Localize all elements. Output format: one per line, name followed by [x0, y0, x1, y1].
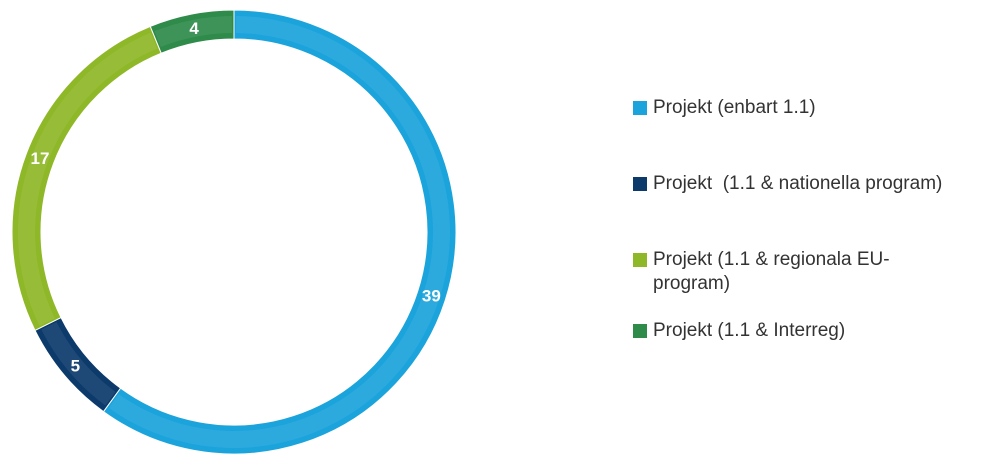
legend-label-regionala: Projekt (1.1 & regionala EU- program): [653, 249, 890, 294]
legend-swatch-regionala: [633, 253, 647, 267]
donut-value-label-enbart: 39: [422, 287, 441, 306]
legend-swatch-nationella: [633, 177, 647, 191]
donut-slice-enbart: [102, 9, 457, 455]
donut-value-label-regionala: 17: [31, 149, 50, 168]
donut-slices: [11, 9, 457, 455]
donut-slice-highlight-nationella: [41, 321, 116, 406]
legend-label-nationella: Projekt (1.1 & nationella program): [653, 173, 943, 194]
chart-legend: Projekt (enbart 1.1) Projekt (1.1 & nati…: [633, 0, 993, 455]
donut-chart: 39 5 17 4: [11, 9, 457, 455]
donut-slice-highlight-enbart: [108, 16, 451, 448]
donut-slice-highlight-regionala: [17, 32, 158, 326]
legend-label-interreg: Projekt (1.1 & Interreg): [653, 320, 846, 341]
donut-value-label-interreg: 4: [189, 19, 199, 38]
donut-value-labels: 39 5 17 4: [31, 19, 441, 375]
legend-swatch-enbart: [633, 101, 647, 115]
donut-slice-highlight-interreg: [154, 16, 233, 47]
legend-item-interreg: Projekt (1.1 & Interreg): [633, 319, 993, 343]
legend-swatch-interreg: [633, 324, 647, 338]
donut-value-label-nationella: 5: [71, 356, 80, 375]
donut-slice-interreg: [149, 9, 235, 54]
legend-item-regionala: Projekt (1.1 & regionala EU- program): [633, 248, 993, 296]
legend-item-nationella: Projekt (1.1 & nationella program): [633, 172, 993, 196]
legend-item-enbart: Projekt (enbart 1.1): [633, 96, 993, 120]
legend-label-enbart: Projekt (enbart 1.1): [653, 97, 816, 118]
